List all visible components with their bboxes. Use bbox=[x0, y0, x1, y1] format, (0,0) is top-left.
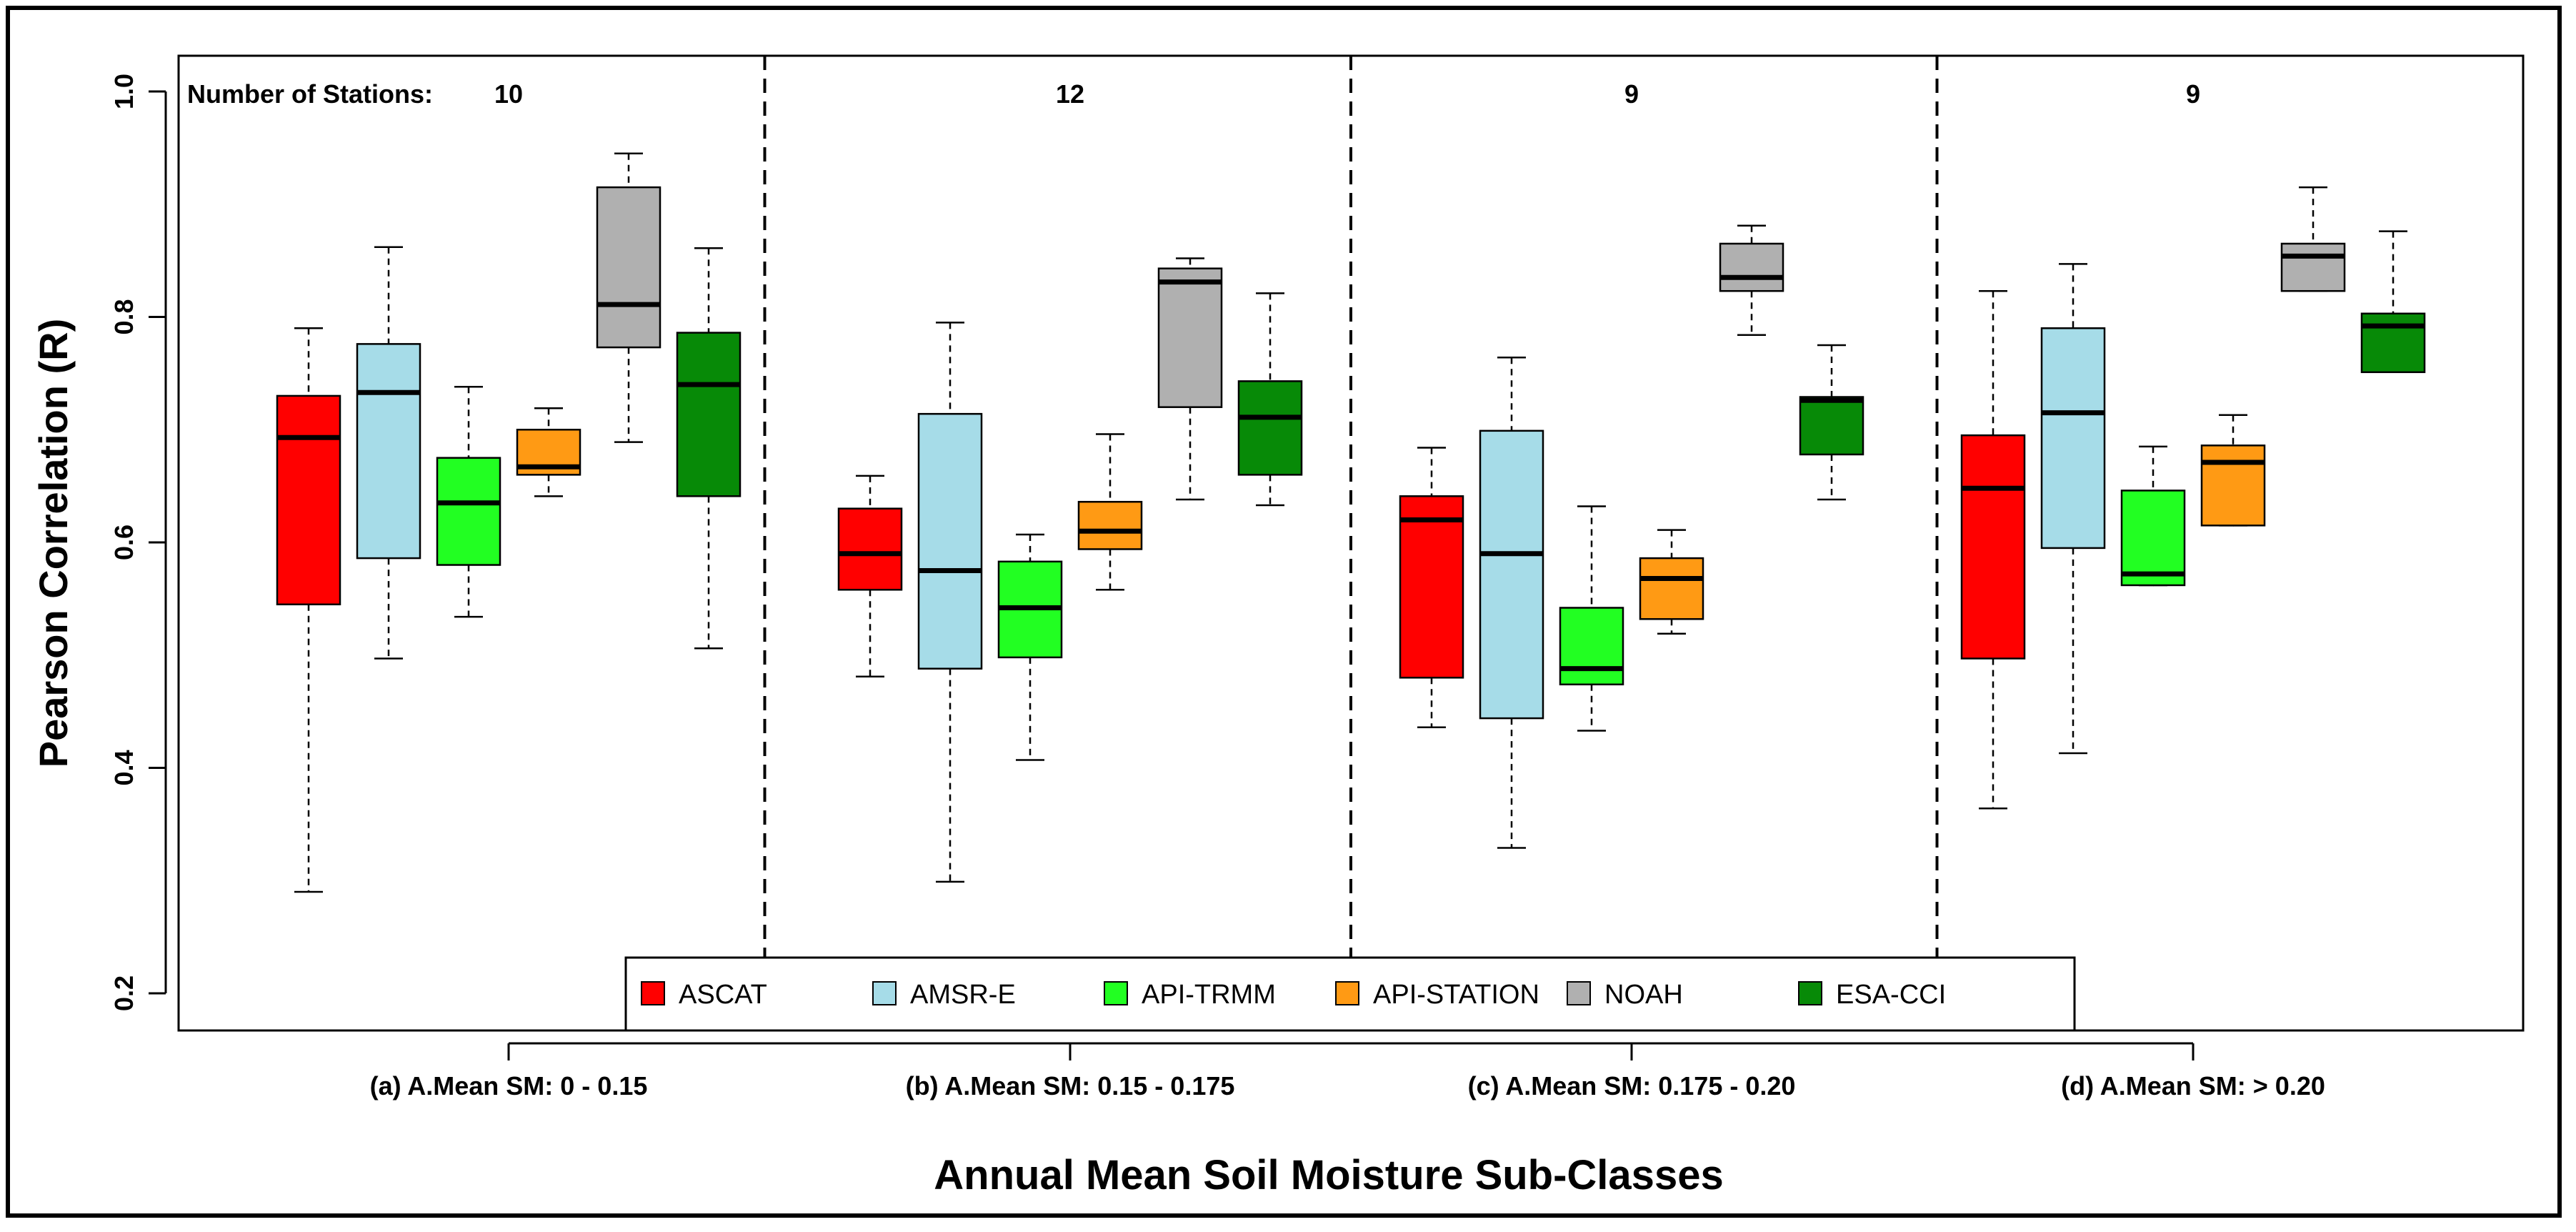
legend-item: AMSR-E bbox=[872, 980, 1016, 1010]
legend-swatch bbox=[1567, 981, 1591, 1005]
legend-label: API-STATION bbox=[1373, 980, 1539, 1010]
legend-item: API-TRMM bbox=[1104, 980, 1276, 1010]
x-axis-title: Annual Mean Soil Moisture Sub-Classes bbox=[934, 1152, 1723, 1198]
legend-item: ASCAT bbox=[641, 980, 767, 1010]
group-label: (b) A.Mean SM: 0.15 - 0.175 bbox=[906, 1071, 1235, 1101]
legend-swatch bbox=[1104, 981, 1128, 1005]
box-iqr bbox=[1960, 434, 2026, 660]
stations-label: Number of Stations: bbox=[187, 79, 433, 109]
y-tick-label: 0.4 bbox=[109, 750, 139, 785]
legend-swatch bbox=[641, 981, 665, 1005]
legend-swatch bbox=[872, 981, 897, 1005]
box-iqr bbox=[1719, 242, 1784, 292]
box-api-trmm bbox=[997, 533, 1063, 761]
box-iqr bbox=[1639, 557, 1704, 620]
box-ascat bbox=[1399, 447, 1464, 728]
box-iqr bbox=[676, 332, 742, 497]
box-iqr bbox=[276, 394, 341, 606]
station-counts: Number of Stations: 10 12 9 9 bbox=[187, 79, 2200, 109]
y-axis: 0.2 0.4 0.6 0.8 1.0 bbox=[109, 74, 167, 1011]
box-api-station bbox=[1639, 529, 1704, 635]
box-iqr bbox=[596, 186, 662, 349]
y-tick-label: 0.6 bbox=[109, 525, 139, 560]
box-iqr bbox=[2040, 327, 2106, 550]
box-api-trmm bbox=[1559, 505, 1624, 732]
box-ascat bbox=[837, 475, 903, 677]
legend-swatch bbox=[1335, 981, 1359, 1005]
box-api-trmm bbox=[436, 386, 501, 618]
box-iqr bbox=[1559, 607, 1624, 686]
box-api-station bbox=[2200, 414, 2266, 527]
x-axis: (a) A.Mean SM: 0 - 0.15 (b) A.Mean SM: 0.… bbox=[370, 1042, 2325, 1101]
group-label: (d) A.Mean SM: > 0.20 bbox=[2061, 1071, 2325, 1101]
legend-label: API-TRMM bbox=[1142, 980, 1276, 1010]
box-iqr bbox=[2280, 242, 2346, 292]
station-count: 12 bbox=[1056, 79, 1084, 109]
box-iqr bbox=[1237, 380, 1303, 476]
group-dividers bbox=[763, 56, 1939, 958]
box-iqr bbox=[917, 412, 983, 670]
box-ascat bbox=[276, 327, 341, 893]
box-esa-cci bbox=[1799, 344, 1864, 501]
station-count: 10 bbox=[494, 79, 523, 109]
box-api-station bbox=[516, 407, 581, 497]
box-noah bbox=[596, 152, 662, 443]
box-esa-cci bbox=[1237, 292, 1303, 507]
legend-item: API-STATION bbox=[1335, 980, 1539, 1010]
box-api-trmm bbox=[2120, 445, 2186, 587]
group-label: (c) A.Mean SM: 0.175 - 0.20 bbox=[1468, 1071, 1796, 1101]
figure-frame bbox=[6, 6, 2562, 1218]
box-iqr bbox=[1799, 396, 1864, 456]
legend-label: ESA-CCI bbox=[1836, 980, 1946, 1010]
box-esa-cci bbox=[2360, 230, 2426, 374]
legend-swatch bbox=[1798, 981, 1822, 1005]
station-count: 9 bbox=[1624, 79, 1639, 109]
box-ascat bbox=[1960, 289, 2026, 810]
box-series bbox=[276, 152, 2426, 893]
box-iqr bbox=[1157, 267, 1223, 408]
box-noah bbox=[2280, 186, 2346, 292]
legend-label: AMSR-E bbox=[910, 980, 1016, 1010]
y-tick-label: 0.2 bbox=[109, 975, 139, 1011]
box-amsr-e bbox=[1479, 357, 1544, 849]
y-tick-label: 1.0 bbox=[109, 74, 139, 109]
legend-label: ASCAT bbox=[679, 980, 767, 1010]
station-count: 9 bbox=[2186, 79, 2200, 109]
box-amsr-e bbox=[356, 246, 421, 660]
box-iqr bbox=[2200, 444, 2266, 527]
legend-label: NOAH bbox=[1604, 980, 1683, 1010]
box-iqr bbox=[2360, 312, 2426, 374]
box-iqr bbox=[1077, 500, 1143, 550]
box-esa-cci bbox=[676, 247, 742, 650]
box-iqr bbox=[1399, 495, 1464, 679]
box-noah bbox=[1719, 224, 1784, 336]
y-axis-title: Pearson Correlation (R) bbox=[31, 319, 76, 768]
box-iqr bbox=[436, 457, 501, 566]
box-iqr bbox=[1479, 429, 1544, 720]
box-amsr-e bbox=[2040, 263, 2106, 755]
box-iqr bbox=[356, 343, 421, 560]
legend: ASCAT AMSR-E API-TRMM API-STATION NOAH ESA-CC… bbox=[624, 956, 2076, 1032]
box-amsr-e bbox=[917, 322, 983, 883]
y-tick-label: 0.8 bbox=[109, 299, 139, 334]
legend-item: ESA-CCI bbox=[1798, 980, 1946, 1010]
group-label: (a) A.Mean SM: 0 - 0.15 bbox=[370, 1071, 648, 1101]
box-api-station bbox=[1077, 433, 1143, 591]
box-noah bbox=[1157, 257, 1223, 501]
box-iqr bbox=[2120, 490, 2186, 587]
box-iqr bbox=[837, 507, 903, 591]
legend-item: NOAH bbox=[1567, 980, 1683, 1010]
